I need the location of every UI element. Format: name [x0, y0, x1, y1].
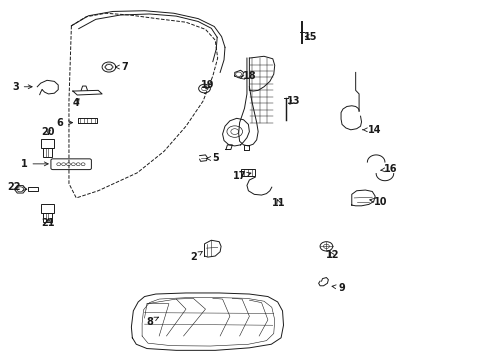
Bar [41, 139, 54, 148]
Text: 1: 1 [20, 159, 48, 169]
Bar [27, 187, 38, 192]
Text: 3: 3 [12, 82, 32, 92]
Text: 4: 4 [73, 98, 80, 108]
Text: 10: 10 [369, 197, 387, 207]
Text: 16: 16 [380, 164, 397, 174]
Text: 21: 21 [41, 218, 55, 228]
Text: 22: 22 [8, 182, 27, 192]
Text: 7: 7 [115, 62, 128, 72]
Bar [42, 148, 52, 157]
Text: 17: 17 [232, 171, 250, 181]
Bar [42, 213, 52, 222]
Text: 11: 11 [271, 198, 285, 208]
Text: 19: 19 [201, 80, 214, 90]
Text: 18: 18 [239, 71, 256, 81]
Text: 12: 12 [325, 250, 338, 260]
Text: 20: 20 [41, 127, 55, 136]
Text: 13: 13 [286, 96, 300, 106]
Text: 14: 14 [362, 125, 381, 135]
Text: 2: 2 [189, 252, 202, 262]
Text: 15: 15 [303, 32, 316, 41]
Text: 9: 9 [331, 283, 345, 293]
Text: 8: 8 [146, 317, 158, 327]
Text: 6: 6 [57, 118, 72, 128]
Bar [41, 204, 54, 213]
Bar [240, 169, 255, 176]
Text: 5: 5 [206, 153, 218, 163]
